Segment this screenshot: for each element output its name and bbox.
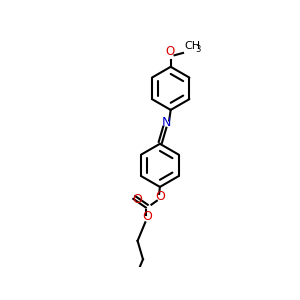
Text: O: O [156, 190, 166, 203]
Text: O: O [165, 45, 175, 58]
Text: O: O [143, 211, 152, 224]
Text: 3: 3 [195, 45, 201, 54]
Text: N: N [161, 116, 171, 129]
Text: CH: CH [184, 41, 201, 51]
Text: O: O [132, 193, 142, 206]
